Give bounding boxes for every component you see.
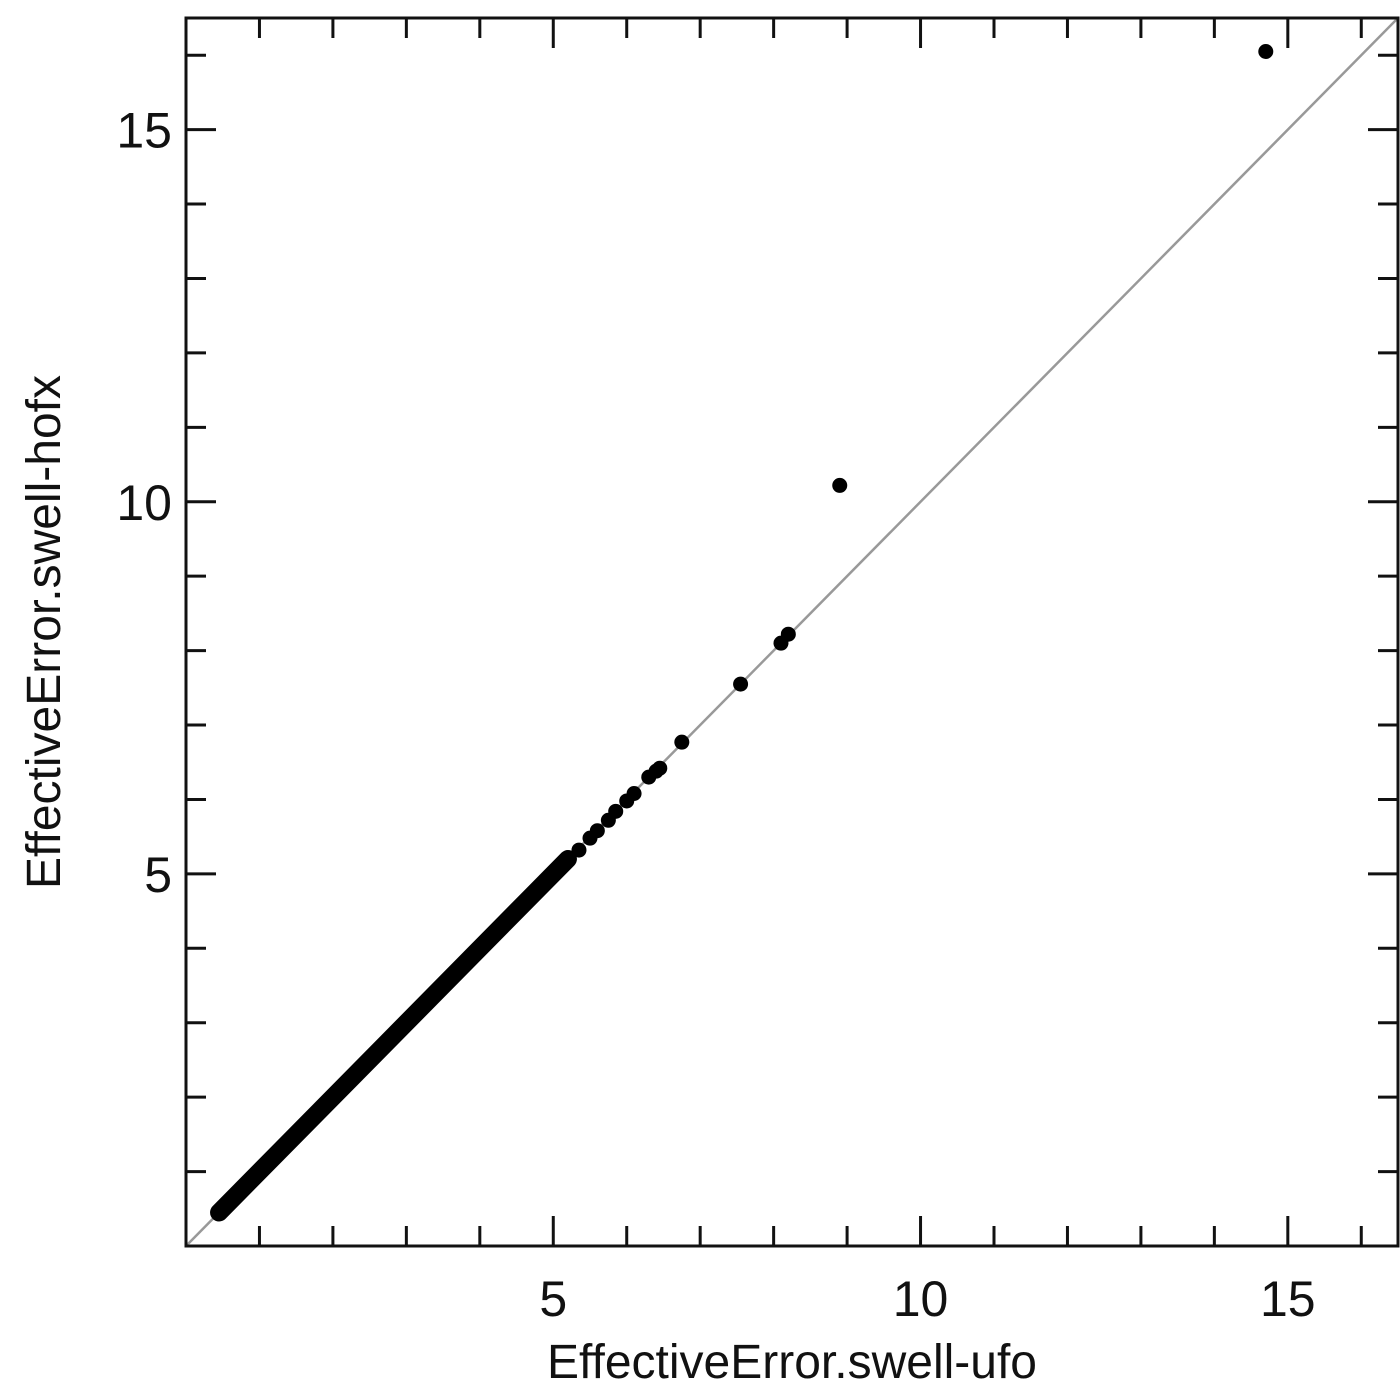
data-point [608,803,624,819]
tick-labels-layer: 5 10 15 5 10 15 [116,103,1315,1327]
y-tick-label: 15 [116,103,172,159]
y-tick-label: 10 [116,475,172,531]
x-tick-label: 5 [539,1271,567,1327]
dense-points-band [210,849,577,1222]
x-tick-label: 15 [1260,1271,1316,1327]
data-point [832,477,848,493]
data-point [780,626,796,642]
data-point [571,842,587,858]
ticks-layer [186,18,1398,1246]
data-point [626,786,642,802]
data-point [652,760,668,776]
data-points-layer [210,43,1274,1222]
data-point [589,823,605,839]
x-axis-title: EffectiveError.swell-ufo [547,1336,1037,1389]
plot-frame [184,16,1400,1248]
data-point [1258,43,1274,59]
data-point [674,734,690,750]
x-tick-label: 10 [893,1271,949,1327]
y-axis-title: EffectiveError.swell-hofx [18,375,71,889]
data-point [733,676,749,692]
y-tick-label: 5 [144,847,172,903]
